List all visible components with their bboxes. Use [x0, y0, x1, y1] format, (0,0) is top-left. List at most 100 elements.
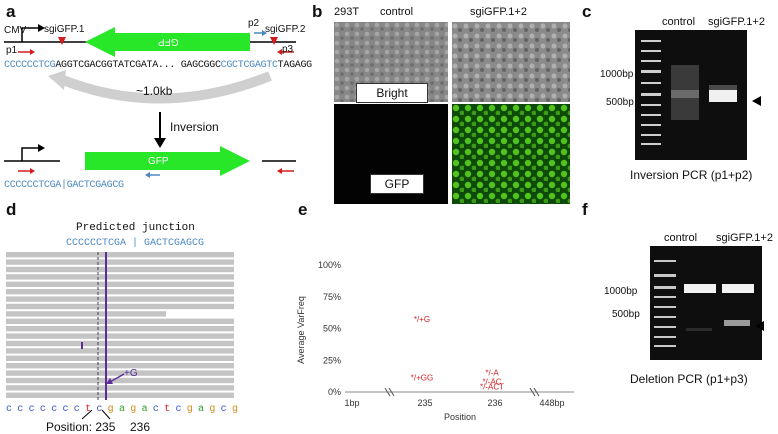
x-tick-label: 235: [417, 398, 432, 408]
x-axis-title: Position: [444, 412, 476, 422]
aligned-read: [6, 385, 234, 391]
insertion-label: +G: [124, 368, 138, 379]
x-tick-label: 236: [487, 398, 502, 408]
aligned-read: [6, 392, 234, 398]
panel-a-label: a: [6, 2, 16, 21]
sgi-column-label: sgiGFP.1+2: [470, 6, 527, 18]
reference-base: t: [85, 404, 92, 415]
seq-mid: AGGTCGACGGTATCGATA... GAGCGGC: [55, 60, 221, 71]
panel-a-diagram: [4, 24, 296, 178]
axis-break-left-2: [388, 387, 395, 397]
variant-point-label: */-AC: [482, 377, 501, 386]
deletion-gel: [650, 246, 762, 360]
panel-c-label: c: [582, 2, 592, 21]
aligned-read: [6, 348, 234, 354]
gfp-label: GFP: [370, 174, 424, 194]
axis-break-right-2: [533, 387, 540, 397]
distance-label: ~1.0kb: [136, 84, 173, 98]
reference-base: g: [186, 404, 193, 415]
reference-base: t: [164, 404, 171, 415]
aligned-read: [6, 363, 234, 369]
seq-left: CCCCCCTCG: [4, 60, 56, 71]
reference-base: g: [130, 404, 137, 415]
aligned-read: [6, 303, 234, 310]
x-tick-label: 448bp: [539, 398, 564, 408]
gfp-forward-text: GFP: [148, 156, 169, 167]
deletion-pcr-caption: Deletion PCR (p1+p3): [630, 372, 748, 386]
panel-e-label: e: [298, 200, 308, 219]
reference-base: g: [107, 404, 114, 415]
predicted-junction-seq: CCCCCCTCGA | GACTCGAGCG: [66, 238, 205, 249]
sgifp1-label: sgiGFP.1: [44, 24, 85, 35]
axis-break-left: [384, 387, 391, 397]
gel-f-sgi-label: sgiGFP.1+2: [716, 232, 773, 244]
aligned-read: [6, 377, 234, 384]
aligned-read: [6, 296, 234, 302]
aligned-read: [6, 333, 234, 339]
inversion-label: Inversion: [170, 120, 219, 134]
reference-base: a: [198, 404, 205, 415]
p1-label: p1: [6, 45, 18, 56]
y-tick-label: 100%: [318, 260, 341, 270]
gel-f-band-arrow-icon: [755, 321, 764, 331]
variant-point-label: */-ACT: [480, 382, 504, 391]
predicted-junction-title: Predicted junction: [76, 222, 195, 234]
reference-base: c: [28, 404, 35, 415]
aligned-read: [6, 266, 234, 273]
reference-base: g: [231, 404, 238, 415]
y-tick-label: 0%: [328, 387, 341, 397]
junction-sequence: CCCCCCTCGA|GACTCGAGCG: [4, 180, 124, 191]
panel-f-label: f: [582, 200, 588, 219]
reference-base: c: [73, 404, 80, 415]
y-tick-label: 25%: [323, 355, 341, 365]
panel-d-label: d: [6, 200, 17, 219]
bright-label: Bright: [356, 83, 428, 103]
reference-base: c: [175, 404, 182, 415]
aligned-read: [6, 281, 234, 287]
variant-point-label: */+G: [414, 315, 430, 324]
bright-control-image: [334, 22, 448, 102]
read-alignment: [6, 252, 234, 404]
gel-c-control-label: control: [662, 16, 696, 28]
panel-b-label: b: [312, 2, 323, 21]
control-column-label: control: [380, 6, 414, 18]
reference-base: c: [17, 404, 24, 415]
gfp-sgi-image: [452, 104, 570, 204]
reference-base: g: [209, 404, 216, 415]
seq-right: CGCTCGAGTC: [220, 60, 278, 71]
variant-point-label: */+GG: [411, 374, 433, 383]
gfp-reverse-text: GFP: [158, 36, 179, 47]
aligned-read: [6, 311, 166, 317]
aligned-read: [6, 355, 234, 361]
inversion-gel: [635, 30, 747, 160]
position-236-label: 236: [130, 420, 151, 434]
gel-c-band-arrow-icon: [752, 96, 761, 106]
cell-line-label: 293T: [334, 6, 360, 18]
reference-base: c: [6, 404, 13, 415]
aligned-read: [6, 289, 234, 295]
varfreq-chart: 0% 25% 50% 75% 100% 1bp 235 236 448bp Position Ave…: [296, 260, 574, 422]
aligned-read: [6, 259, 234, 265]
aligned-read: [6, 370, 234, 376]
p3-label: p3: [282, 44, 294, 55]
reference-base: c: [62, 404, 69, 415]
aligned-read: [6, 326, 234, 332]
gel-f-1000bp: 1000bp: [604, 286, 638, 297]
reference-base: c: [220, 404, 227, 415]
cmv-label: CMV: [4, 25, 27, 36]
p2-label: p2: [248, 18, 260, 29]
position-ticks: [81, 410, 111, 420]
top-sequence: CCCCCCTCGAGGTCGACGGTATCGATA... GAGCGGCCG…: [4, 60, 312, 71]
reference-base: c: [152, 404, 159, 415]
x-tick-label: 1bp: [344, 398, 359, 408]
axis-break-right: [529, 387, 536, 397]
gel-c-sgi-label: sgiGFP.1+2: [708, 16, 765, 28]
seq-end: TAGAGG: [277, 60, 313, 71]
gel-c-1000bp: 1000bp: [600, 69, 634, 80]
gel-f-control-label: control: [664, 232, 698, 244]
reference-base: c: [96, 404, 103, 415]
aligned-read: [6, 252, 234, 258]
variant-point-label: */-A: [485, 368, 499, 377]
y-axis-title: Average VarFreq: [296, 296, 306, 364]
